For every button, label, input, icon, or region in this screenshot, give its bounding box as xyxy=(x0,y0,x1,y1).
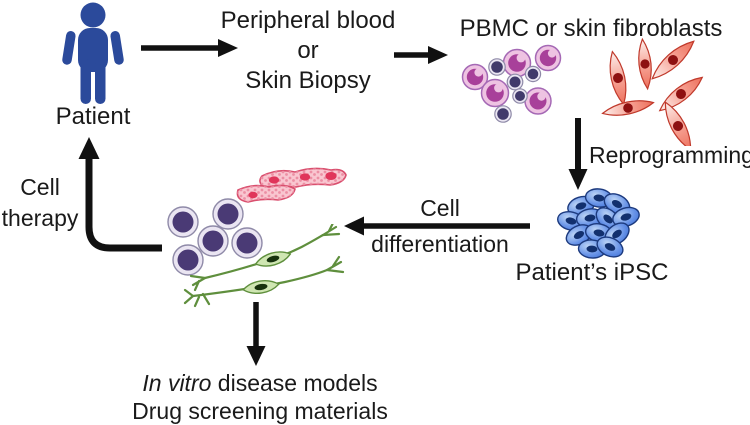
pbmc-large-cells xyxy=(461,44,562,115)
sample-text: Peripheral blood or Skin Biopsy xyxy=(213,6,403,96)
fibroblast-cells xyxy=(601,37,704,146)
ipsc-label: Patient’s iPSC xyxy=(515,259,669,286)
outcome-text: In vitro disease models Drug screening m… xyxy=(118,369,402,425)
sample-line-3: Skin Biopsy xyxy=(245,67,371,94)
outcome-line-2: Drug screening materials xyxy=(132,398,388,424)
cell-therapy-label: Cell therapy xyxy=(0,172,80,234)
fibroblasts-icon xyxy=(601,37,704,146)
therapy-line-1: Cell xyxy=(20,174,60,200)
neuron-cells xyxy=(183,224,345,308)
pbmc-cells-icon xyxy=(461,44,562,123)
differentiation-line-1: Cell xyxy=(420,195,460,221)
outcome-rest: disease models xyxy=(211,370,378,396)
muscle-tissue-icon xyxy=(236,167,347,203)
immune-cells-icon xyxy=(167,198,263,276)
arrow-cell-therapy-curved xyxy=(78,137,162,252)
reprogramming-label: Reprogramming xyxy=(589,142,750,168)
lymphocyte-cells xyxy=(167,198,263,276)
neurons-icon xyxy=(183,224,345,308)
patient-icon xyxy=(62,2,124,104)
cells-title: PBMC or skin fibroblasts xyxy=(459,15,723,42)
sample-line-2: or xyxy=(297,37,319,64)
pbmc-small-cells xyxy=(488,58,542,123)
patient-label: Patient xyxy=(55,103,131,130)
differentiation-line-2: differentiation xyxy=(371,231,509,257)
therapy-line-2: therapy xyxy=(1,205,79,231)
ipsc-colony-icon xyxy=(557,188,640,259)
ipsc-cells xyxy=(557,188,640,259)
outcome-line-1: In vitro disease models xyxy=(118,369,402,397)
sample-line-1: Peripheral blood xyxy=(220,7,396,34)
arrow-to-models-down xyxy=(246,302,266,366)
outcome-italic: In vitro xyxy=(142,370,212,396)
muscle-strips xyxy=(236,167,347,203)
